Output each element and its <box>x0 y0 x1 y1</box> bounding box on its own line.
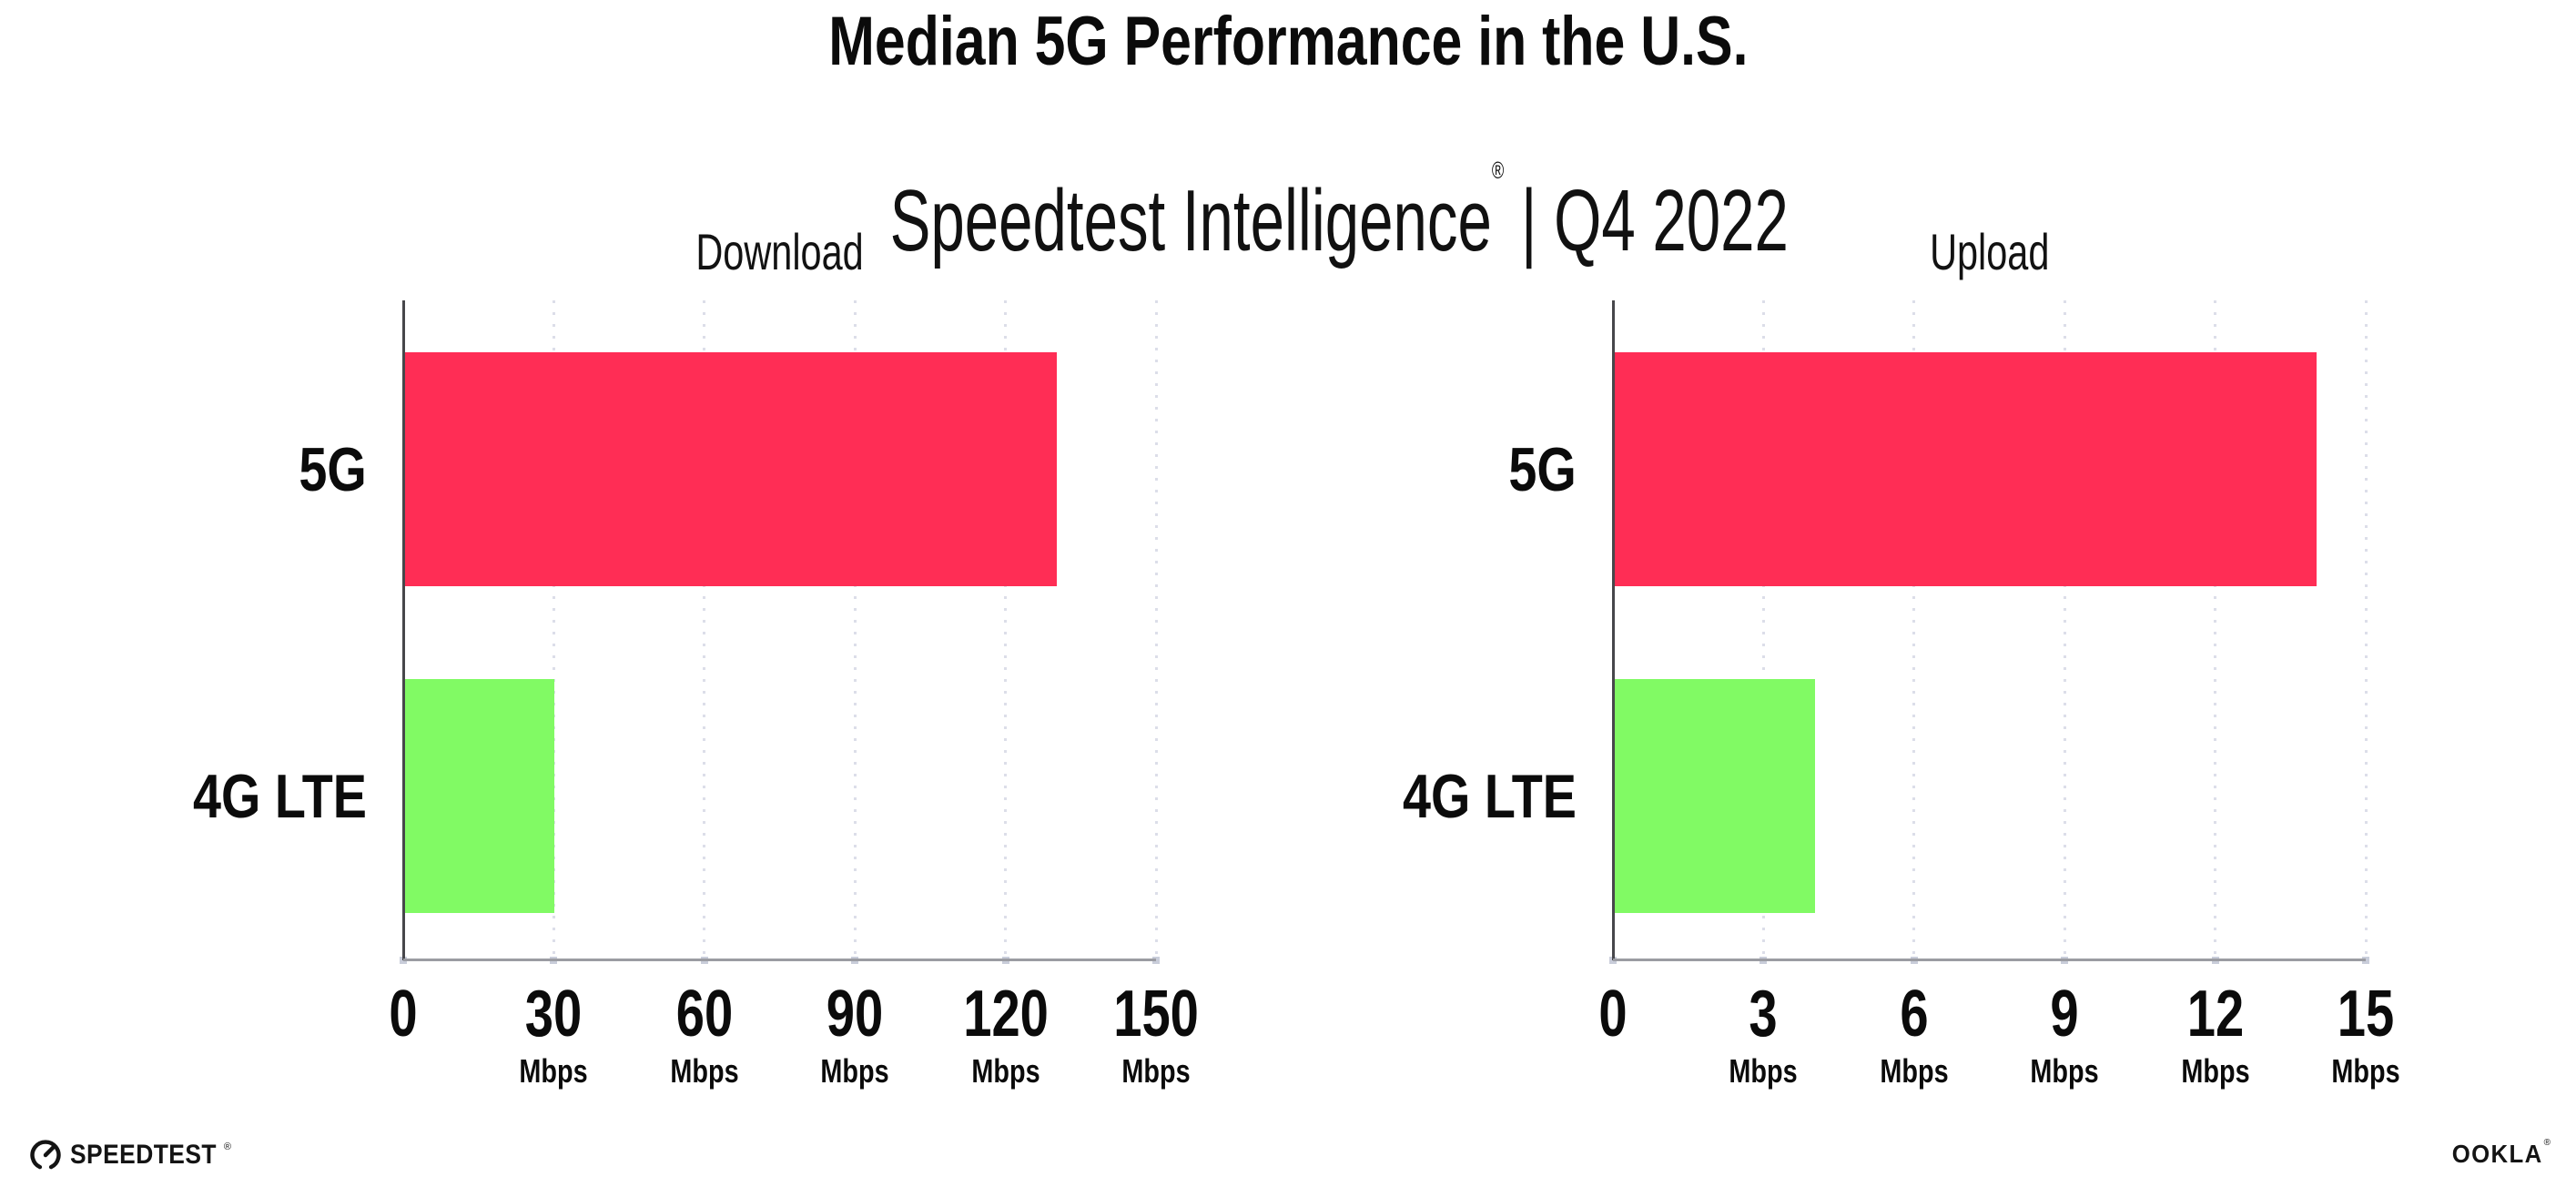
registered-trademark-mark: ® <box>1491 157 1505 184</box>
x-axis-line-upload <box>1613 959 2366 961</box>
gridline-download-90 <box>853 300 857 960</box>
x-tick-number-upload-12: 12 <box>2186 978 2244 1050</box>
x-tick-number-download-0: 0 <box>389 978 418 1050</box>
x-tick-number-download-90: 90 <box>826 978 884 1050</box>
x-tick-unit-upload-15: Mbps <box>2331 1052 2400 1090</box>
x-tick-label-download-150: 150 Mbps <box>1047 981 1265 1088</box>
x-tick-label-upload-12: 12 Mbps <box>2106 981 2325 1088</box>
x-tick-unit-download-150: Mbps <box>1121 1052 1191 1090</box>
bar-download-4g-lte <box>404 679 555 913</box>
gridline-upload-12 <box>2214 300 2217 960</box>
x-tick-label-download-90: 90 Mbps <box>745 981 964 1088</box>
x-tick-unit-download-120: Mbps <box>970 1052 1040 1090</box>
x-tick-number-upload-9: 9 <box>2050 978 2079 1050</box>
subplot-title-download: Download <box>695 223 864 280</box>
plot-area-download: Download 0 30 Mbps 60 Mbps 90 Mbps 120 Mbps 150 Mbp… <box>193 227 1199 1088</box>
x-tick-number-download-60: 60 <box>675 978 734 1050</box>
x-tick-label-upload-6: 6 Mbps <box>1805 981 2023 1088</box>
x-tick-unit-upload-9: Mbps <box>2030 1052 2099 1090</box>
x-tick-number-upload-3: 3 <box>1749 978 1779 1050</box>
y-axis-spine-upload <box>1612 300 1615 960</box>
x-tick-unit-download-30: Mbps <box>519 1052 588 1090</box>
y-category-label-download-4g-lte: 4G LTE <box>192 761 367 831</box>
x-tick-unit-upload-6: Mbps <box>1880 1052 1949 1090</box>
bar-upload-5g <box>1614 352 2317 586</box>
main-title: Median 5G Performance in the U.S. <box>0 5 2576 78</box>
bar-upload-4g-lte <box>1614 679 1815 913</box>
x-tick-label-download-120: 120 Mbps <box>897 981 1115 1088</box>
gridline-upload-6 <box>1912 300 1916 960</box>
speedtest-logo: SPEEDTEST ® <box>27 1136 244 1174</box>
gridline-download-30 <box>552 300 555 960</box>
ookla-logo: OOKLA ® <box>2444 1138 2551 1169</box>
subtitle: Speedtest Intelligence® | Q4 2022 <box>0 90 2576 352</box>
ookla-wordmark: OOKLA <box>2451 1140 2543 1168</box>
gridline-upload-3 <box>1761 300 1765 960</box>
plot-area-upload: Upload 0 3 Mbps 6 Mbps 9 Mbps 12 Mbps 15 Mbps 5G 4G L… <box>1403 227 2400 1088</box>
subplot-title-upload: Upload <box>1929 223 2050 280</box>
x-tick-unit-upload-12: Mbps <box>2180 1052 2250 1090</box>
x-tick-label-upload-0: 0 <box>1504 981 1722 1047</box>
x-tick-label-upload-9: 9 Mbps <box>1955 981 2174 1088</box>
gridline-upload-9 <box>2063 300 2066 960</box>
speedtest-registered-mark: ® <box>223 1141 231 1152</box>
x-tick-unit-download-90: Mbps <box>820 1052 889 1090</box>
x-tick-number-download-30: 30 <box>525 978 583 1050</box>
main-title-text: Median 5G Performance in the U.S. <box>827 3 1749 80</box>
y-category-label-upload-5g: 5G <box>1508 434 1577 504</box>
ookla-registered-mark: ® <box>2543 1138 2551 1148</box>
speedtest-wordmark: SPEEDTEST <box>70 1140 217 1170</box>
speedtest-gauge-icon <box>30 1140 61 1170</box>
x-tick-number-download-120: 120 <box>962 978 1049 1050</box>
x-tick-label-download-0: 0 <box>294 981 512 1047</box>
y-axis-spine-download <box>402 300 405 960</box>
x-axis-line-download <box>403 959 1156 961</box>
x-axis-tick-download-150 <box>1152 957 1160 964</box>
bar-download-5g <box>404 352 1057 586</box>
x-tick-label-upload-3: 3 Mbps <box>1654 981 1872 1088</box>
gridline-download-60 <box>703 300 706 960</box>
x-tick-label-download-60: 60 Mbps <box>595 981 814 1088</box>
subtitle-brand: Speedtest Intelligence <box>889 172 1492 269</box>
gridline-download-150 <box>1154 300 1158 960</box>
subtitle-period: | Q4 2022 <box>1504 172 1789 269</box>
x-tick-label-download-30: 30 Mbps <box>444 981 663 1088</box>
x-tick-number-download-150: 150 <box>1113 978 1199 1050</box>
gridline-download-120 <box>1004 300 1008 960</box>
x-tick-label-upload-15: 15 Mbps <box>2257 981 2475 1088</box>
x-tick-number-upload-15: 15 <box>2337 978 2395 1050</box>
x-tick-number-upload-0: 0 <box>1598 978 1628 1050</box>
y-category-label-download-5g: 5G <box>299 434 367 504</box>
x-tick-number-upload-6: 6 <box>1900 978 1929 1050</box>
x-axis-tick-upload-15 <box>2362 957 2369 964</box>
y-category-label-upload-4g-lte: 4G LTE <box>1402 761 1577 831</box>
x-tick-unit-upload-3: Mbps <box>1729 1052 1798 1090</box>
x-tick-unit-download-60: Mbps <box>670 1052 739 1090</box>
gridline-upload-15 <box>2364 300 2368 960</box>
